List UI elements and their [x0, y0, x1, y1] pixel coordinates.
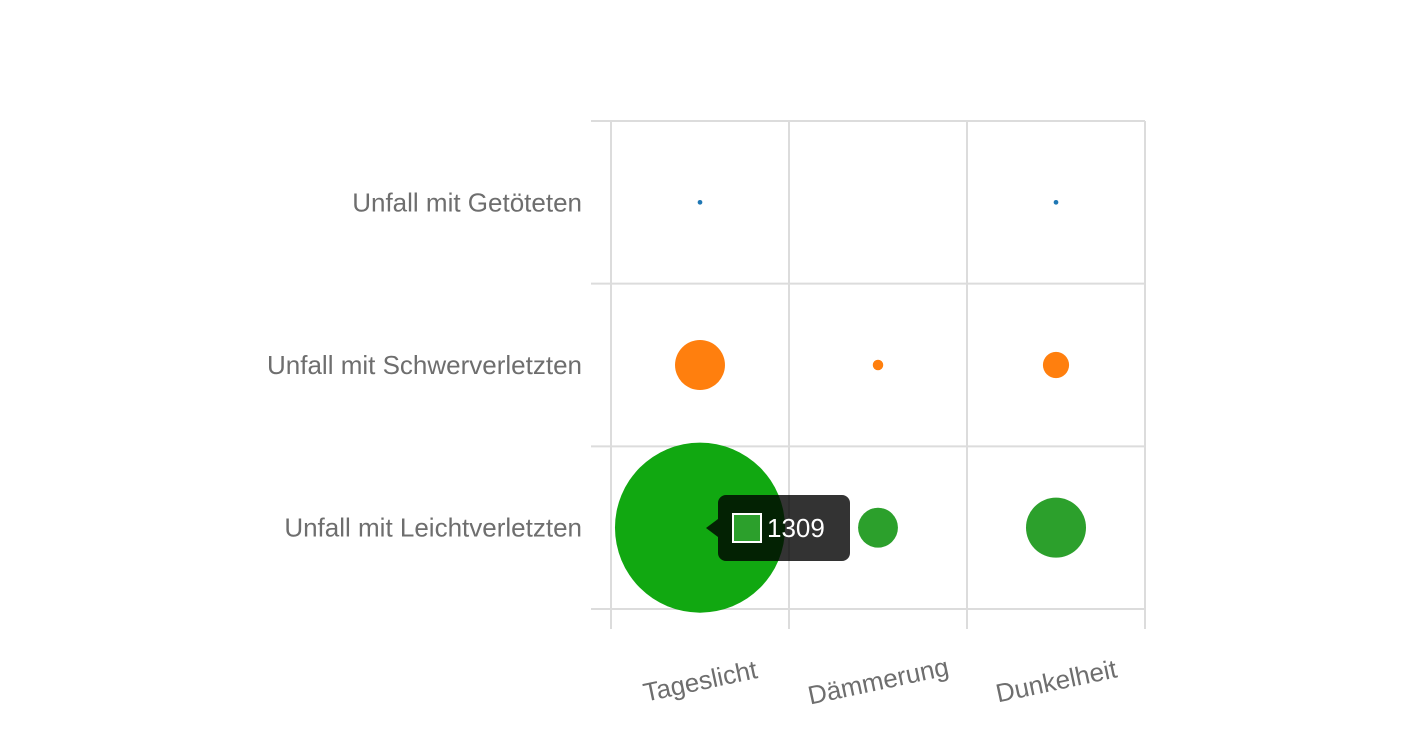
tooltip-color-swatch — [732, 513, 762, 543]
bubble[interactable] — [872, 359, 884, 371]
bubble[interactable] — [697, 199, 703, 205]
bubble[interactable] — [675, 340, 725, 390]
bubbles — [614, 199, 1087, 613]
y-axis-label: Unfall mit Getöteten — [352, 187, 582, 217]
bubble[interactable] — [614, 442, 786, 613]
y-axis-label: Unfall mit Schwerverletzten — [267, 350, 582, 380]
y-axis-labels: Unfall mit Leichtverletzten Unfall mit Sc… — [267, 187, 582, 542]
y-axis-label: Unfall mit Leichtverletzten — [284, 513, 582, 543]
bubble[interactable] — [1053, 199, 1059, 205]
x-axis-label: Dunkelheit — [993, 653, 1120, 708]
x-axis-label: Dämmerung — [805, 651, 951, 710]
tooltip-box — [706, 495, 850, 561]
tooltip-value: 1309 — [767, 513, 825, 543]
tooltip: 1309 — [706, 495, 850, 561]
bubble[interactable] — [858, 507, 898, 548]
bubble[interactable] — [1042, 351, 1070, 379]
bubble[interactable] — [1025, 497, 1087, 558]
x-axis-labels: Tageslicht Dämmerung Dunkelheit — [641, 651, 1121, 710]
x-axis-label: Tageslicht — [641, 654, 761, 708]
